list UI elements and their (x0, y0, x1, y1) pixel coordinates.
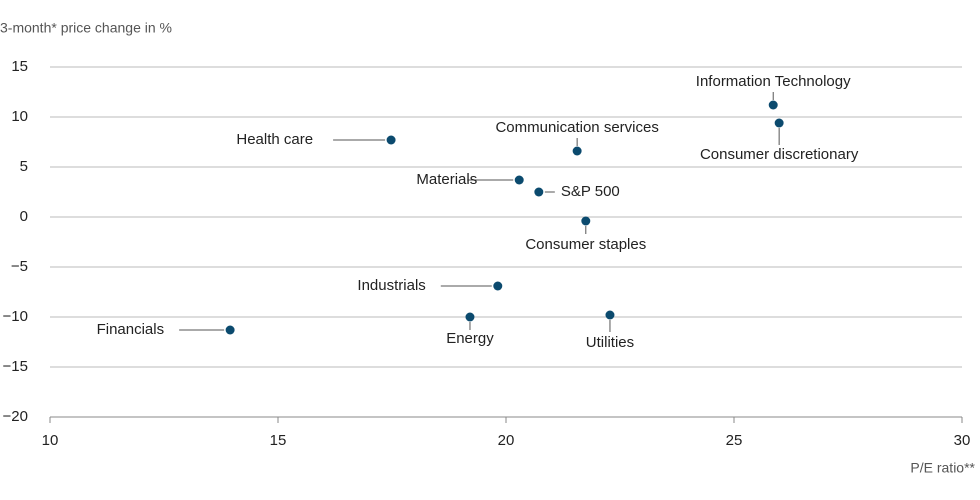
point-label: Information Technology (696, 73, 851, 90)
point (581, 216, 591, 226)
y-axis-label: 3-month* price change in % (0, 20, 172, 36)
point-label: S&P 500 (561, 183, 620, 200)
point (605, 310, 615, 320)
point (514, 175, 524, 185)
point (774, 118, 784, 128)
point (465, 312, 475, 322)
y-tick-label: −15 (3, 358, 28, 375)
point-label: Health care (236, 131, 313, 148)
point (386, 135, 396, 145)
x-axis-label: P/E ratio** (910, 460, 975, 476)
point (534, 187, 544, 197)
y-tick-label: −20 (3, 408, 28, 425)
x-tick-label: 30 (954, 432, 971, 449)
x-tick-label: 15 (270, 432, 287, 449)
point-label: Consumer staples (525, 236, 646, 253)
point-label: Financials (97, 321, 165, 338)
point (572, 146, 582, 156)
point-label: Consumer discretionary (700, 146, 859, 163)
x-tick-label: 10 (42, 432, 59, 449)
point-label: Industrials (357, 277, 425, 294)
x-tick-label: 25 (726, 432, 743, 449)
point-label: Materials (416, 171, 477, 188)
point-label: Utilities (586, 334, 634, 351)
point (225, 325, 235, 335)
x-tick-label: 20 (498, 432, 515, 449)
point (493, 281, 503, 291)
point-label: Energy (446, 330, 494, 347)
y-tick-label: −10 (3, 308, 28, 325)
y-tick-label: 0 (20, 208, 28, 225)
point-label: Communication services (495, 119, 658, 136)
y-tick-label: −5 (11, 258, 28, 275)
y-tick-label: 15 (11, 58, 28, 75)
point (768, 100, 778, 110)
y-tick-label: 10 (11, 108, 28, 125)
y-tick-label: 5 (20, 158, 28, 175)
